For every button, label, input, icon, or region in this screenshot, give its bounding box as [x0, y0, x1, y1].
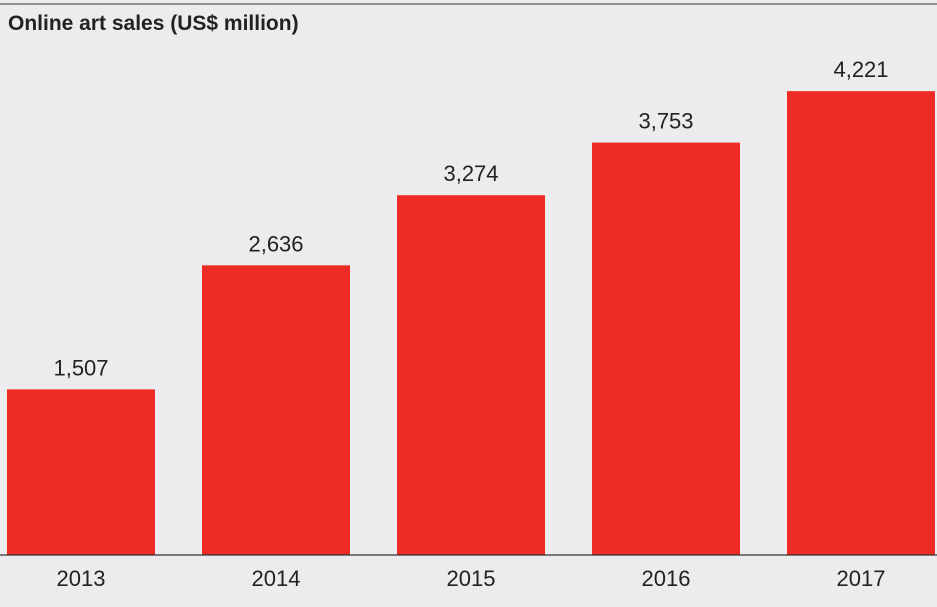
x-tick-label-2016: 2016 — [642, 566, 691, 591]
bar-2013 — [7, 389, 155, 555]
value-label-2016: 3,753 — [638, 109, 693, 134]
bar-2017 — [787, 91, 935, 556]
value-label-2014: 2,636 — [248, 231, 303, 256]
value-labels-group: 1,507 2,636 3,274 3,753 4,221 — [53, 57, 888, 380]
chart-title: Online art sales (US$ million) — [8, 12, 299, 35]
value-label-2017: 4,221 — [833, 57, 888, 82]
x-tick-label-2014: 2014 — [252, 566, 301, 591]
x-tick-label-2015: 2015 — [447, 566, 496, 591]
x-tick-label-2013: 2013 — [57, 566, 106, 591]
bar-2014 — [202, 265, 350, 555]
bars-group — [7, 91, 935, 556]
bar-2016 — [592, 142, 740, 555]
x-tick-label-2017: 2017 — [837, 566, 886, 591]
value-label-2015: 3,274 — [443, 161, 498, 186]
x-tick-labels-group: 2013 2014 2015 2016 2017 — [57, 566, 886, 591]
value-label-2013: 1,507 — [53, 355, 108, 380]
bar-2015 — [397, 195, 545, 555]
